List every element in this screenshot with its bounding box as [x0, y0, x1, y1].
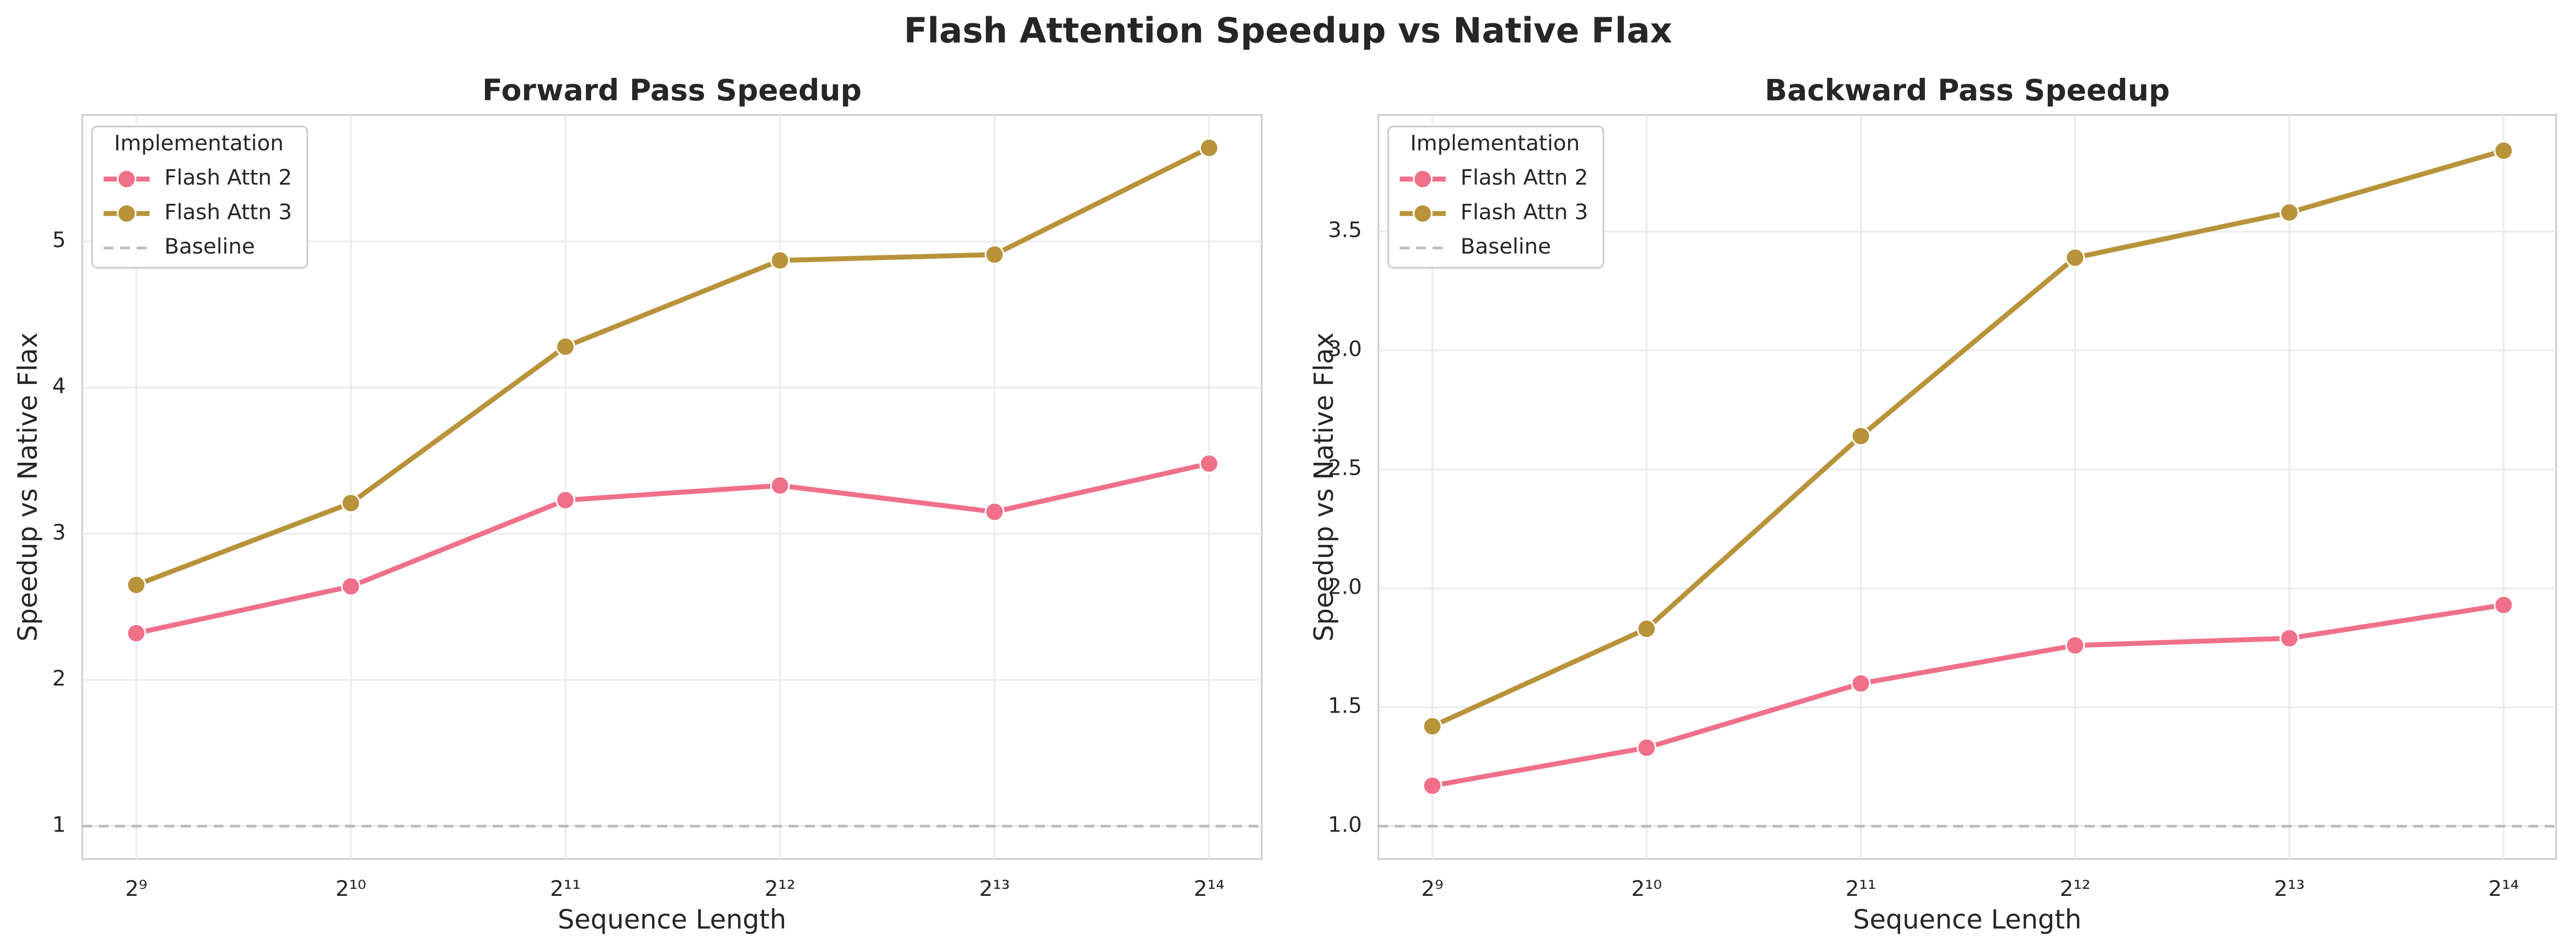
data-point	[2279, 628, 2300, 648]
legend-marker	[116, 203, 137, 224]
y-axis-label: Speedup vs Native Flax	[1309, 332, 1339, 642]
data-point	[555, 336, 575, 357]
y-tick-label: 4	[52, 374, 66, 398]
x-tick-label: 2⁹	[125, 876, 148, 901]
legend-title: Implementation	[1410, 131, 1580, 156]
data-point	[126, 623, 147, 643]
series-line	[136, 461, 1210, 636]
series-line	[135, 145, 1211, 588]
x-tick-label: 2¹²	[2060, 876, 2090, 901]
data-point	[555, 490, 575, 510]
legend-label: Flash Attn 3	[164, 199, 292, 224]
data-point	[985, 244, 1005, 265]
data-point	[2493, 595, 2514, 615]
legend-label: Baseline	[164, 234, 255, 259]
data-point	[985, 502, 1005, 522]
data-point	[341, 493, 361, 513]
y-tick-label: 3.5	[1328, 218, 1362, 243]
data-point	[2279, 202, 2300, 223]
x-tick-label: 2¹⁴	[1194, 876, 1225, 901]
series-line	[1431, 148, 2505, 729]
x-tick-label: 2⁹	[1421, 876, 1443, 901]
y-tick-label: 2	[52, 666, 66, 691]
data-point	[2065, 248, 2085, 268]
y-tick-label: 1	[52, 813, 66, 837]
x-axis-label: Sequence Length	[557, 905, 786, 935]
x-tick-label: 2¹¹	[550, 876, 581, 901]
legend: Implementation Flash Attn 2 Flash Attn 3 Ba…	[91, 125, 308, 269]
data-point	[126, 575, 147, 595]
data-point	[770, 250, 790, 270]
legend-title: Implementation	[114, 131, 284, 156]
legend-box	[91, 125, 308, 269]
data-point	[1199, 138, 1219, 158]
x-tick-label: 2¹³	[2274, 876, 2305, 901]
legend-label: Flash Attn 3	[1460, 199, 1588, 224]
x-tick-label: 2¹²	[765, 876, 795, 901]
legend-label: Flash Attn 2	[1460, 165, 1588, 190]
y-tick-label: 1.5	[1328, 694, 1362, 719]
data-point	[2065, 635, 2085, 656]
legend-box	[1387, 125, 1604, 269]
y-axis-label: Speedup vs Native Flax	[13, 332, 43, 642]
legend: Implementation Flash Attn 2 Flash Attn 3 Ba…	[1387, 125, 1604, 269]
data-point	[1422, 776, 1443, 796]
legend-label: Flash Attn 2	[164, 165, 292, 190]
x-tick-label: 2¹⁰	[335, 876, 366, 901]
legend-marker	[116, 169, 137, 189]
y-tick-label: 5	[52, 228, 66, 252]
x-axis-label: Sequence Length	[1853, 905, 2082, 935]
figure-title: Flash Attention Speedup vs Native Flax	[904, 11, 1672, 51]
x-tick-label: 2¹⁴	[2488, 876, 2519, 901]
data-point	[1636, 619, 1657, 639]
data-point	[1636, 737, 1657, 758]
data-point	[1199, 454, 1219, 474]
y-tick-label: 2.5	[1328, 456, 1362, 481]
y-tick-label: 1.0	[1328, 813, 1362, 837]
data-point	[1851, 673, 1871, 694]
x-tick-label: 2¹⁰	[1631, 876, 1662, 901]
data-point	[2493, 141, 2514, 161]
y-tick-label: 2.0	[1328, 575, 1362, 600]
data-point	[1422, 716, 1443, 736]
legend-marker	[1412, 203, 1433, 224]
panel-title: Forward Pass Speedup	[482, 72, 862, 107]
y-tick-label: 3.0	[1328, 337, 1362, 362]
x-tick-label: 2¹¹	[1845, 876, 1876, 901]
series-line	[1432, 602, 2504, 788]
data-point	[1851, 426, 1871, 446]
y-tick-label: 3	[52, 520, 66, 545]
legend-label: Baseline	[1460, 234, 1551, 259]
data-point	[341, 576, 361, 596]
panel-title: Backward Pass Speedup	[1765, 72, 2170, 107]
legend-marker	[1412, 169, 1433, 189]
data-point	[770, 475, 790, 496]
x-tick-label: 2¹³	[979, 876, 1010, 901]
